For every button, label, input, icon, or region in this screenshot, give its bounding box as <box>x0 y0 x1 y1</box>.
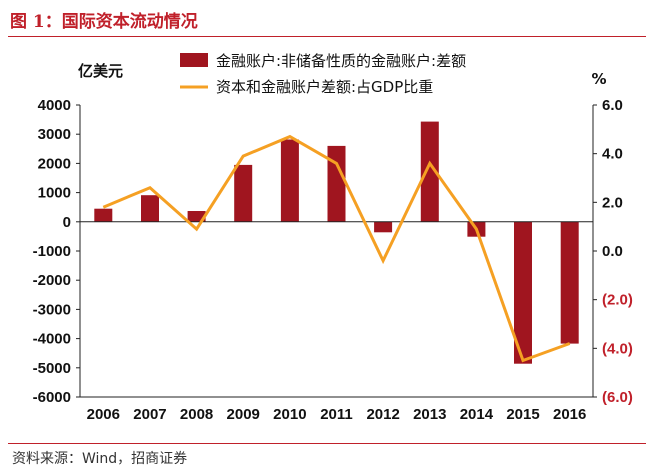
x-tick-label: 2011 <box>320 406 353 423</box>
x-tick-label: 2009 <box>227 406 260 423</box>
bar-2008 <box>187 211 206 222</box>
axis-labels: 4000 3000 2000 1000 0 -1000 -2000 -3000 -4000 -50… <box>33 62 633 423</box>
legend-label-line: 资本和金融账户差额:占GDP比重 <box>216 78 433 96</box>
right-tick-label: 2.0 <box>602 194 623 211</box>
left-tick-label: 3000 <box>38 126 71 143</box>
left-tick-label: -4000 <box>33 331 71 348</box>
left-tick-label: -3000 <box>33 301 71 318</box>
left-tick-label: -5000 <box>33 360 71 377</box>
legend-swatch-bar <box>180 53 208 67</box>
bar-2015 <box>514 221 532 364</box>
left-tick-label: -2000 <box>33 272 71 289</box>
bar-2007 <box>141 195 159 222</box>
bar-2013 <box>420 121 439 222</box>
right-axis-unit: % <box>591 70 606 88</box>
left-tick-label: 4000 <box>38 97 71 114</box>
bar-2009 <box>234 164 253 222</box>
x-tick-label: 2015 <box>506 406 539 423</box>
x-tick-label: 2012 <box>366 406 399 423</box>
left-tick-label: 0 <box>63 214 71 231</box>
left-axis-unit: 亿美元 <box>78 62 123 80</box>
right-tick-label: 6.0 <box>602 97 623 114</box>
right-tick-label: (4.0) <box>602 340 633 357</box>
right-tick-label: (6.0) <box>602 389 633 406</box>
x-tick-label: 2013 <box>413 406 446 423</box>
x-tick-label: 2006 <box>87 406 120 423</box>
figure-title: 图 1：国际资本流动情况 <box>10 12 198 32</box>
left-tick-label: -6000 <box>33 389 71 406</box>
x-tick-label: 2008 <box>180 406 213 423</box>
x-tick-label: 2016 <box>553 406 586 423</box>
legend-label-bar: 金融账户:非储备性质的金融账户:差额 <box>216 52 466 70</box>
bar-2016 <box>560 221 579 344</box>
bar-2012 <box>374 221 393 233</box>
source-note: 资料来源：Wind，招商证券 <box>12 451 188 467</box>
right-tick-label: (2.0) <box>602 292 633 309</box>
left-tick-label: 2000 <box>38 155 71 172</box>
left-tick-label: -1000 <box>33 243 71 260</box>
axes <box>76 104 597 398</box>
right-tick-label: 0.0 <box>602 243 623 260</box>
x-tick-label: 2014 <box>460 406 494 423</box>
x-tick-label: 2010 <box>273 406 306 423</box>
x-tick-label: 2007 <box>133 406 166 423</box>
right-tick-label: 4.0 <box>602 146 623 163</box>
bar-2010 <box>280 139 299 222</box>
source-rule <box>8 443 646 444</box>
bar-series <box>94 121 579 364</box>
title-underline <box>8 36 646 37</box>
bar-2011 <box>327 145 346 222</box>
bar-2006 <box>94 208 113 222</box>
left-tick-label: 1000 <box>38 185 71 202</box>
line-series <box>102 134 571 363</box>
